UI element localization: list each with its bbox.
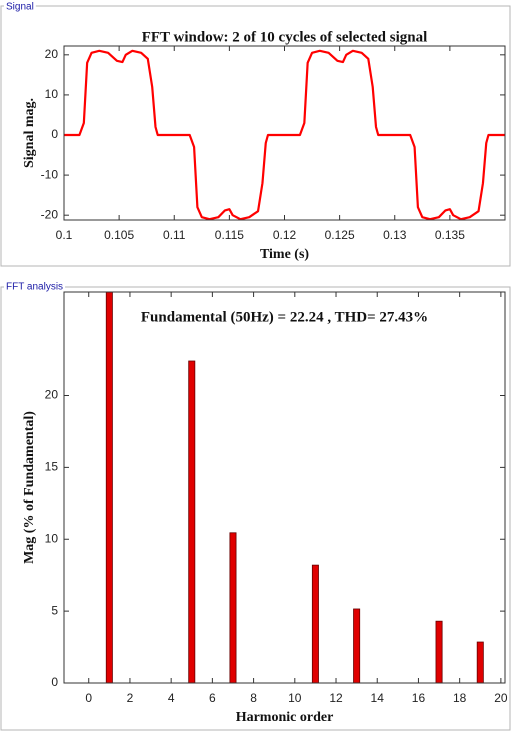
x-tick-label: 2 [127,691,134,705]
y-tick-label: 10 [45,87,59,101]
chart-title: Fundamental (50Hz) = 22.24 , THD= 27.43% [141,309,428,325]
y-axis-label: Signal mag. [22,98,37,168]
plot-frame [63,291,506,684]
y-tick-label: 20 [45,47,59,61]
x-tick-label: 4 [168,691,175,705]
signal-line [64,49,505,220]
bar [311,564,319,683]
x-axis-label: Harmonic order [236,710,334,725]
x-tick-label: 20 [494,691,508,705]
y-axis-label: Mag (% of Fundamental) [22,411,37,564]
plot-area [64,46,505,220]
chart-title: FFT window: 2 of 10 cycles of selected s… [142,29,428,45]
x-tick-label: 12 [329,691,343,705]
panel-label-bg [4,1,36,13]
x-tick-label: 8 [250,691,257,705]
x-tick-label: 14 [371,691,385,705]
panel-label: FFT analysis [6,282,63,293]
bar [476,641,484,683]
x-tick-label: 0.11 [163,228,186,242]
plot-marks [64,49,505,220]
y-tick-label: 15 [45,460,59,474]
x-tick-label: 0 [85,691,92,705]
x-tick-label: 0.13 [383,228,407,242]
panel-label: Signal [6,2,34,13]
bar [435,620,443,683]
x-tick-label: 0.125 [325,228,355,242]
bar [105,292,113,683]
y-tick-label: 0 [51,675,58,689]
x-tick-label: 18 [453,691,467,705]
panel-frame [0,286,511,731]
x-tick-label: 0.12 [273,228,297,242]
x-tick-label: 0.135 [435,228,465,242]
bar [188,360,196,683]
y-tick-label: 0 [51,127,58,141]
plot-area [64,292,505,683]
y-tick-label: 10 [45,531,59,545]
x-tick-label: 16 [412,691,426,705]
plot-frame [63,45,506,221]
panel-label-bg [4,281,66,293]
x-tick-label: 6 [209,691,216,705]
bar [229,532,237,683]
y-tick-label: -10 [41,167,59,181]
y-tick-label: 20 [45,388,59,402]
x-axis-label: Time (s) [260,247,309,262]
y-tick-label: 5 [51,603,58,617]
panel-frame [0,5,511,267]
bar [353,608,361,683]
plot-marks [85,292,505,683]
x-tick-label: 0.105 [104,228,134,242]
y-tick-label: -20 [41,207,59,221]
x-tick-label: 10 [288,691,302,705]
x-tick-label: 0.1 [56,228,73,242]
x-tick-label: 0.115 [215,228,244,242]
